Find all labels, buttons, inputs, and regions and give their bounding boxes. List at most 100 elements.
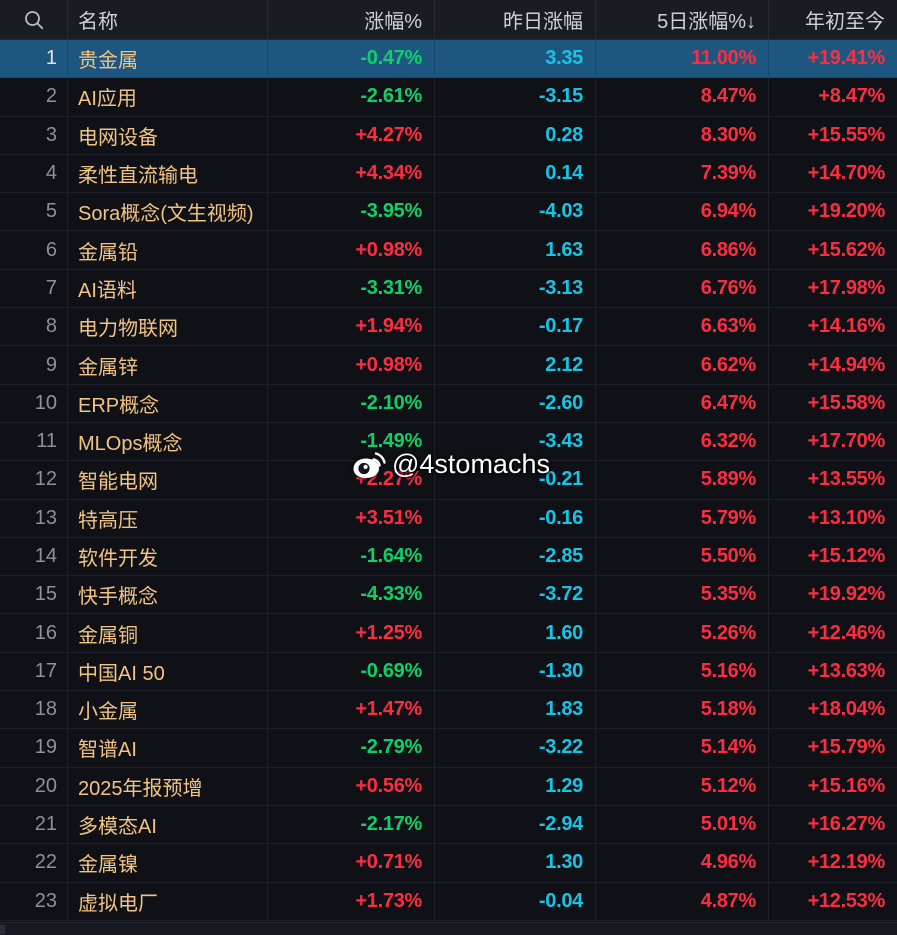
table-row[interactable]: 14 软件开发 -1.64% -2.85 5.50% +15.12% [0, 537, 897, 577]
column-header-change[interactable]: 涨幅% [268, 0, 435, 39]
row-ytd: +13.63% [807, 659, 886, 682]
row-rank: 4 [0, 154, 68, 193]
row-name: Sora概念(文生视频) [68, 193, 268, 231]
row-yesterday: -3.72 [435, 576, 596, 614]
row-ytd: +15.58% [807, 391, 886, 414]
row-yesterday: 1.30 [435, 844, 596, 882]
row-ytd: +15.16% [807, 774, 886, 797]
row-ytd: +15.62% [807, 238, 886, 261]
row-name: 贵金属 [68, 40, 268, 78]
row-name: 智能电网 [68, 461, 268, 499]
table-row[interactable]: 17 中国AI 50 -0.69% -1.30 5.16% +13.63% [0, 652, 897, 692]
table-row[interactable]: 10 ERP概念 -2.10% -2.60 6.47% +15.58% [0, 384, 897, 423]
row-five-day: 6.32% [596, 422, 769, 461]
table-row[interactable]: 11 MLOps概念 -1.49% -3.43 6.32% +17.70% [0, 422, 897, 462]
row-change: -4.33% [268, 576, 435, 614]
row-ytd: +17.70% [807, 430, 886, 453]
table-row[interactable]: 21 多模态AI -2.17% -2.94 5.01% +16.27% [0, 805, 897, 845]
row-five-day: 5.79% [596, 499, 769, 537]
row-five-day: 6.47% [596, 384, 769, 422]
row-change: +0.98% [268, 346, 435, 384]
search-icon [24, 10, 43, 29]
row-five-day: 6.62% [596, 346, 769, 384]
row-yesterday: 1.83 [435, 691, 596, 729]
column-header-name[interactable]: 名称 [68, 0, 268, 39]
table-row[interactable]: 7 AI语料 -3.31% -3.13 6.76% +17.98% [0, 269, 897, 309]
row-yesterday: -0.16 [435, 499, 596, 537]
row-yesterday: -0.21 [435, 461, 596, 499]
table-row[interactable]: 23 虚拟电厂 +1.73% -0.04 4.87% +12.53% [0, 882, 897, 921]
row-five-day: 4.87% [596, 882, 769, 920]
row-five-day: 5.89% [596, 461, 769, 499]
column-header-yesterday[interactable]: 昨日涨幅 [435, 0, 596, 39]
row-ytd: +18.04% [807, 698, 886, 721]
row-five-day: 5.14% [596, 729, 769, 767]
search-button[interactable] [0, 0, 68, 39]
row-yesterday: 1.29 [435, 767, 596, 805]
row-rank: 3 [0, 116, 68, 154]
row-ytd: +19.20% [807, 200, 886, 223]
row-name: 柔性直流输电 [68, 154, 268, 193]
table-row[interactable]: 4 柔性直流输电 +4.34% 0.14 7.39% +14.70% [0, 154, 897, 194]
scrollbar-track[interactable] [0, 922, 897, 935]
row-rank: 23 [0, 882, 68, 920]
row-yesterday: -3.22 [435, 729, 596, 767]
row-yesterday: 3.35 [435, 40, 596, 78]
column-header-five-day-sorted[interactable]: 5日涨幅%↓ [596, 0, 769, 39]
table-row[interactable]: 1 贵金属 -0.47% 3.35 11.00% +19.41% [0, 40, 897, 79]
row-rank: 14 [0, 537, 68, 576]
table-row[interactable]: 2 AI应用 -2.61% -3.15 8.47% +8.47% [0, 78, 897, 117]
row-ytd: +13.10% [807, 506, 886, 529]
table-row[interactable]: 8 电力物联网 +1.94% -0.17 6.63% +14.16% [0, 308, 897, 347]
row-rank: 9 [0, 346, 68, 384]
row-five-day: 5.12% [596, 767, 769, 805]
row-five-day: 6.76% [596, 269, 769, 308]
table-row[interactable]: 9 金属锌 +0.98% 2.12 6.62% +14.94% [0, 346, 897, 385]
row-yesterday: 0.14 [435, 154, 596, 193]
row-ytd: +16.27% [807, 813, 886, 836]
row-yesterday: 1.63 [435, 231, 596, 269]
row-change: +1.94% [268, 308, 435, 346]
row-five-day: 11.00% [596, 40, 769, 78]
table-row[interactable]: 3 电网设备 +4.27% 0.28 8.30% +15.55% [0, 116, 897, 155]
row-change: -0.47% [268, 40, 435, 78]
row-name: MLOps概念 [68, 422, 268, 461]
row-five-day: 5.18% [596, 691, 769, 729]
row-yesterday: 0.28 [435, 116, 596, 154]
table-row[interactable]: 13 特高压 +3.51% -0.16 5.79% +13.10% [0, 499, 897, 538]
table-row[interactable]: 16 金属铜 +1.25% 1.60 5.26% +12.46% [0, 614, 897, 653]
row-name: 2025年报预增 [68, 767, 268, 805]
row-name: 小金属 [68, 691, 268, 729]
table-row[interactable]: 5 Sora概念(文生视频) -3.95% -4.03 6.94% +19.20… [0, 193, 897, 232]
row-yesterday: -3.15 [435, 78, 596, 116]
row-rank: 12 [0, 461, 68, 499]
row-ytd: +14.70% [807, 162, 886, 185]
table-row[interactable]: 22 金属镍 +0.71% 1.30 4.96% +12.19% [0, 844, 897, 883]
row-name: 软件开发 [68, 537, 268, 576]
row-rank: 8 [0, 308, 68, 346]
row-five-day: 8.30% [596, 116, 769, 154]
row-rank: 13 [0, 499, 68, 537]
row-rank: 10 [0, 384, 68, 422]
row-rank: 20 [0, 767, 68, 805]
row-name: AI语料 [68, 269, 268, 308]
scrollbar-thumb[interactable] [0, 925, 5, 934]
row-name: AI应用 [68, 78, 268, 116]
row-change: +1.25% [268, 614, 435, 652]
table-row[interactable]: 19 智谱AI -2.79% -3.22 5.14% +15.79% [0, 729, 897, 768]
table-row[interactable]: 18 小金属 +1.47% 1.83 5.18% +18.04% [0, 691, 897, 730]
table-row[interactable]: 12 智能电网 +2.27% -0.21 5.89% +13.55% [0, 461, 897, 500]
row-name: 中国AI 50 [68, 652, 268, 691]
row-name: 金属锌 [68, 346, 268, 384]
row-ytd: +19.92% [807, 583, 886, 606]
row-name: 金属镍 [68, 844, 268, 882]
table-row[interactable]: 6 金属铅 +0.98% 1.63 6.86% +15.62% [0, 231, 897, 270]
row-five-day: 8.47% [596, 78, 769, 116]
table-row[interactable]: 20 2025年报预增 +0.56% 1.29 5.12% +15.16% [0, 767, 897, 806]
row-rank: 15 [0, 576, 68, 614]
column-header-ytd[interactable]: 年初至今 [805, 11, 885, 33]
row-name: 虚拟电厂 [68, 882, 268, 920]
row-rank: 21 [0, 805, 68, 844]
table-row[interactable]: 15 快手概念 -4.33% -3.72 5.35% +19.92% [0, 576, 897, 615]
